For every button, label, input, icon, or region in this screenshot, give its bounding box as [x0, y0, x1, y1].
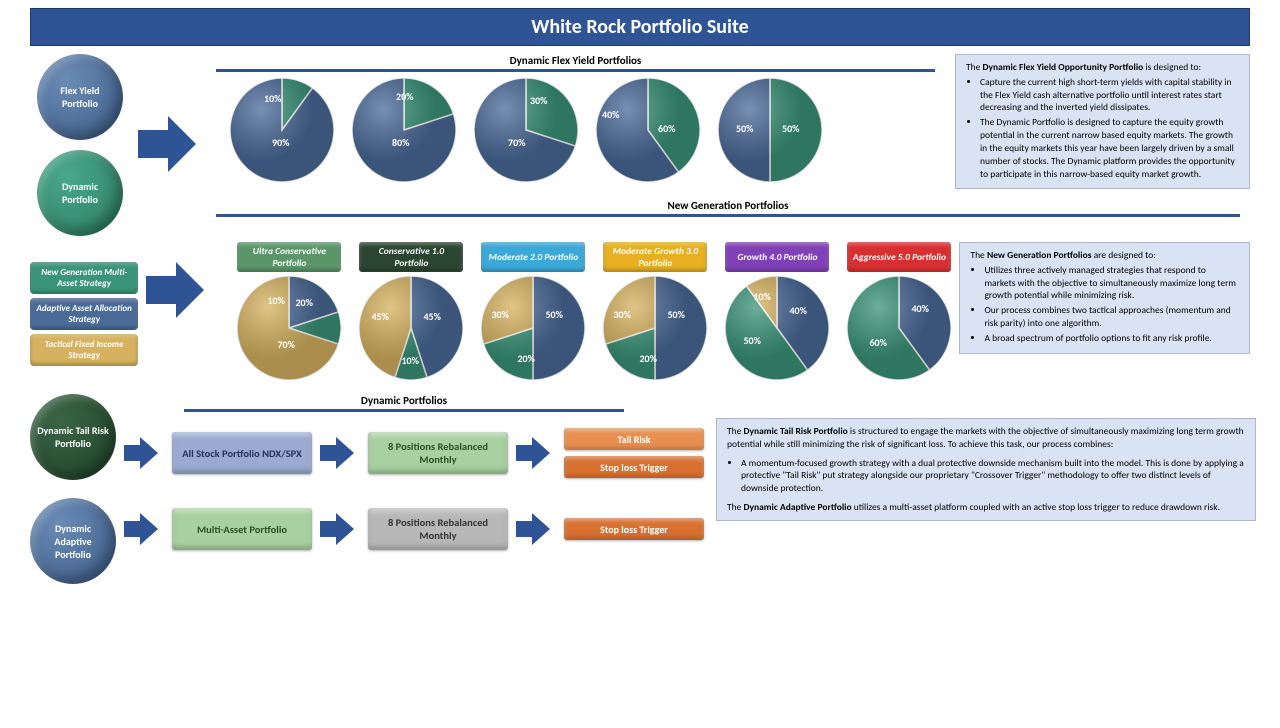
- newgen-pies: 20%10%70%45%10%45%50%20%30%50%20%30%40%5…: [213, 276, 951, 380]
- portfolio-label: Moderate 2.0 Portfolio: [481, 242, 585, 272]
- strategy-chip: Tactical Fixed Income Strategy: [30, 334, 138, 366]
- newgen-labels: Ultra Conservative Portfolio Conservative…: [213, 242, 951, 272]
- flow-result-box: Tail Risk: [564, 428, 704, 450]
- dynamic-desc: The Dynamic Tail Risk Portfolio is struc…: [716, 418, 1256, 521]
- arrow-icon: [320, 433, 360, 473]
- flow-result-box: Stop loss Trigger: [564, 518, 704, 540]
- flex-yield-pies: 10%90%20%80%30%70%40%60%50%50%: [206, 78, 945, 182]
- pie-chart: 20%10%70%: [237, 276, 341, 380]
- flow-box: 8 Positions Rebalanced Monthly: [368, 508, 508, 550]
- arrow-icon: [516, 433, 556, 473]
- strategy-chip: Adaptive Asset Allocation Strategy: [30, 298, 138, 330]
- arrow-icon: [146, 260, 205, 320]
- arrow-icon: [124, 433, 164, 473]
- strategy-chip: New Generation Multi-Asset Strategy: [30, 262, 138, 294]
- pie-chart: 40%50%10%: [725, 276, 829, 380]
- arrow-icon: [124, 509, 164, 549]
- portfolio-label: Conservative 1.0 Portfolio: [359, 242, 463, 272]
- flex-yield-circle: Flex Yield Portfolio: [37, 54, 123, 140]
- page-header: White Rock Portfolio Suite: [30, 8, 1250, 46]
- flow-box: 8 Positions Rebalanced Monthly: [368, 432, 508, 474]
- pie-chart: 30%70%: [474, 78, 578, 182]
- pie-chart: 20%80%: [352, 78, 456, 182]
- arrow-icon: [320, 509, 360, 549]
- pie-chart: 45%10%45%: [359, 276, 463, 380]
- newgen-desc: The New Generation Portfolios are design…: [959, 242, 1250, 354]
- pie-chart: 50%20%30%: [603, 276, 707, 380]
- pie-chart: 40%60%: [596, 78, 700, 182]
- arrow-icon: [516, 509, 556, 549]
- tail-risk-circle: Dynamic Tail Risk Portfolio: [30, 394, 116, 480]
- dynamic-circle: Dynamic Portfolio: [37, 150, 123, 236]
- flow-box: All Stock Portfolio NDX/SPX: [172, 432, 312, 474]
- flow-result-box: Stop loss Trigger: [564, 456, 704, 478]
- flex-yield-desc: The Dynamic Flex Yield Opportunity Portf…: [955, 54, 1250, 189]
- arrow-icon: [138, 114, 198, 174]
- pie-chart: 50%50%: [718, 78, 822, 182]
- flow-box: Multi-Asset Portfolio: [172, 508, 312, 550]
- top-section: Flex Yield Portfolio Dynamic Portfolio D…: [30, 54, 1250, 236]
- strategies-column: New Generation Multi-Asset Strategy Adapt…: [30, 262, 138, 366]
- pie-chart: 40%60%: [847, 276, 951, 380]
- portfolio-label: Moderate Growth 3.0 Portfolio: [603, 242, 707, 272]
- pie-chart: 10%90%: [230, 78, 334, 182]
- newgen-title: New Generation Portfolios: [216, 199, 1240, 217]
- pie-chart: 50%20%30%: [481, 276, 585, 380]
- adaptive-circle: Dynamic Adaptive Portfolio: [30, 498, 116, 584]
- dynamic-title: Dynamic Portfolios: [184, 394, 624, 412]
- portfolio-label: Aggressive 5.0 Portfolio: [847, 242, 951, 272]
- portfolio-label: Growth 4.0 Portfolio: [725, 242, 829, 272]
- portfolio-label: Ultra Conservative Portfolio: [237, 242, 341, 272]
- main-content: Flex Yield Portfolio Dynamic Portfolio D…: [0, 54, 1280, 584]
- flex-yield-title: Dynamic Flex Yield Portfolios: [216, 54, 935, 72]
